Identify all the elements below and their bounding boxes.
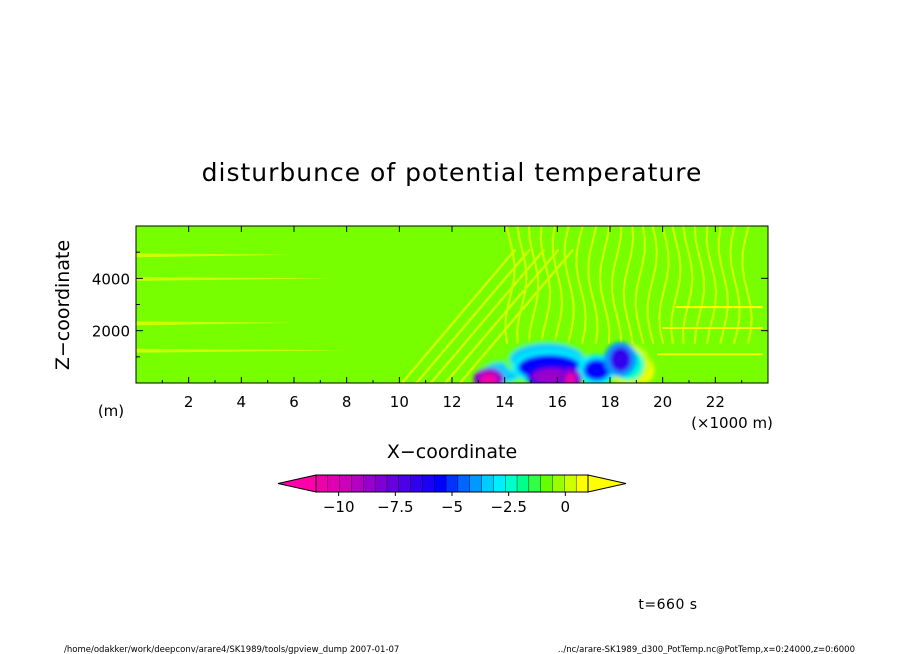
colorbar-swatch	[434, 474, 447, 493]
colorbar-swatch	[564, 474, 577, 493]
wave-band	[622, 226, 635, 344]
x-tick-label: 14	[495, 393, 514, 411]
streak	[136, 276, 334, 281]
wave-band	[741, 226, 753, 344]
colorbar-swatch	[575, 474, 589, 493]
wave-band	[681, 226, 694, 344]
x-tick-label: 8	[342, 393, 352, 411]
colorbar-swatch	[339, 474, 353, 493]
colorbar-swatch	[505, 474, 518, 493]
x-tick-label: 16	[548, 393, 567, 411]
wave-band	[527, 226, 540, 344]
x-tick-label: 20	[653, 393, 672, 411]
colorbar-swatch	[363, 474, 376, 493]
colorbar-swatch	[528, 474, 542, 493]
streak	[136, 321, 294, 326]
heatmap-field	[136, 226, 763, 383]
wave-band	[729, 226, 741, 345]
colorbar-swatch	[374, 474, 388, 493]
footer-right: ../nc/arare-SK1989_d300_PotTemp.nc@PotTe…	[558, 645, 855, 654]
wave-band	[575, 226, 587, 344]
wave-band	[401, 248, 517, 383]
cold-pool-cell	[583, 359, 610, 381]
cold-pool-cell	[565, 373, 576, 383]
wave-band	[646, 226, 658, 345]
x-tick-label: 6	[289, 393, 299, 411]
wave-band	[705, 226, 718, 344]
x-tick-label: 18	[600, 393, 619, 411]
colorbar-swatch	[410, 474, 424, 493]
time-annotation: t=660 s	[638, 597, 697, 613]
y-axis-label: Z−coordinate	[52, 240, 74, 370]
wave-band	[444, 248, 560, 383]
colorbar-swatch	[386, 474, 400, 493]
colorbar-swatch	[445, 474, 459, 493]
x-axis-ticks: 2 4 6 8 10 12 14 16 18 20 22	[161, 226, 743, 411]
wave-band	[598, 226, 611, 344]
streak	[136, 348, 347, 353]
colorbar-swatch	[422, 474, 435, 493]
colorbar-tick-label: −2.5	[490, 498, 526, 516]
colorbar	[277, 474, 627, 493]
wave-band	[415, 248, 531, 383]
field-streaks	[136, 226, 763, 383]
colorbar-tick-label: −10	[323, 498, 355, 516]
colorbar-tick-label: −5	[441, 498, 463, 516]
cold-pool-cell	[479, 372, 499, 383]
colorbar-swatch	[469, 474, 483, 493]
colorbar-swatch	[398, 474, 412, 493]
colorbar-under-arrow	[277, 474, 317, 493]
x-axis-unit: (×1000 m)	[691, 414, 773, 432]
wave-band	[539, 226, 552, 344]
y-axis-unit: (m)	[98, 402, 124, 420]
x-tick-label: 4	[237, 393, 247, 411]
y-axis-ticks: 2000 4000	[92, 251, 768, 358]
x-axis-label: X−coordinate	[387, 441, 517, 463]
colorbar-swatch	[481, 474, 494, 493]
colorbar-swatch	[540, 474, 554, 493]
wave-band	[610, 226, 623, 344]
wave-band	[717, 226, 730, 345]
x-tick-label: 2	[184, 393, 194, 411]
wave-band	[458, 248, 575, 383]
streak	[136, 253, 294, 258]
footer-left: /home/odakker/work/deepconv/arare4/SK198…	[64, 645, 399, 654]
wave-band	[634, 226, 646, 345]
plot-area	[135, 225, 769, 384]
x-tick-label: 10	[390, 393, 409, 411]
wave-band	[587, 226, 599, 344]
x-tick-label: 12	[442, 393, 461, 411]
colorbar-swatch	[327, 474, 341, 493]
colorbar-swatch	[315, 474, 329, 493]
y-tick-label: 2000	[92, 323, 130, 341]
colorbar-tick-label: 0	[561, 498, 571, 516]
colorbar-swatch	[457, 474, 471, 493]
wave-band	[563, 226, 575, 345]
wave-band	[693, 226, 706, 344]
colorbar-ticks: −10 −7.5 −5 −2.5 0	[323, 492, 570, 516]
wave-band	[658, 226, 670, 344]
colorbar-tick-label: −7.5	[377, 498, 413, 516]
colorbar-swatch	[552, 474, 565, 493]
x-tick-label: 22	[706, 393, 725, 411]
wave-band	[551, 226, 564, 345]
colorbar-swatch	[493, 474, 506, 493]
y-tick-label: 4000	[92, 270, 130, 288]
wave-band	[670, 226, 682, 344]
wave-band	[504, 226, 516, 344]
colorbar-over-arrow	[587, 474, 627, 493]
wave-band	[516, 226, 528, 344]
colorbar-swatch	[516, 474, 530, 493]
cold-pool	[473, 338, 655, 383]
cold-pool-cell	[610, 346, 632, 372]
chart-title: disturbunce of potential temperature	[202, 158, 703, 187]
colorbar-swatch	[351, 474, 364, 493]
